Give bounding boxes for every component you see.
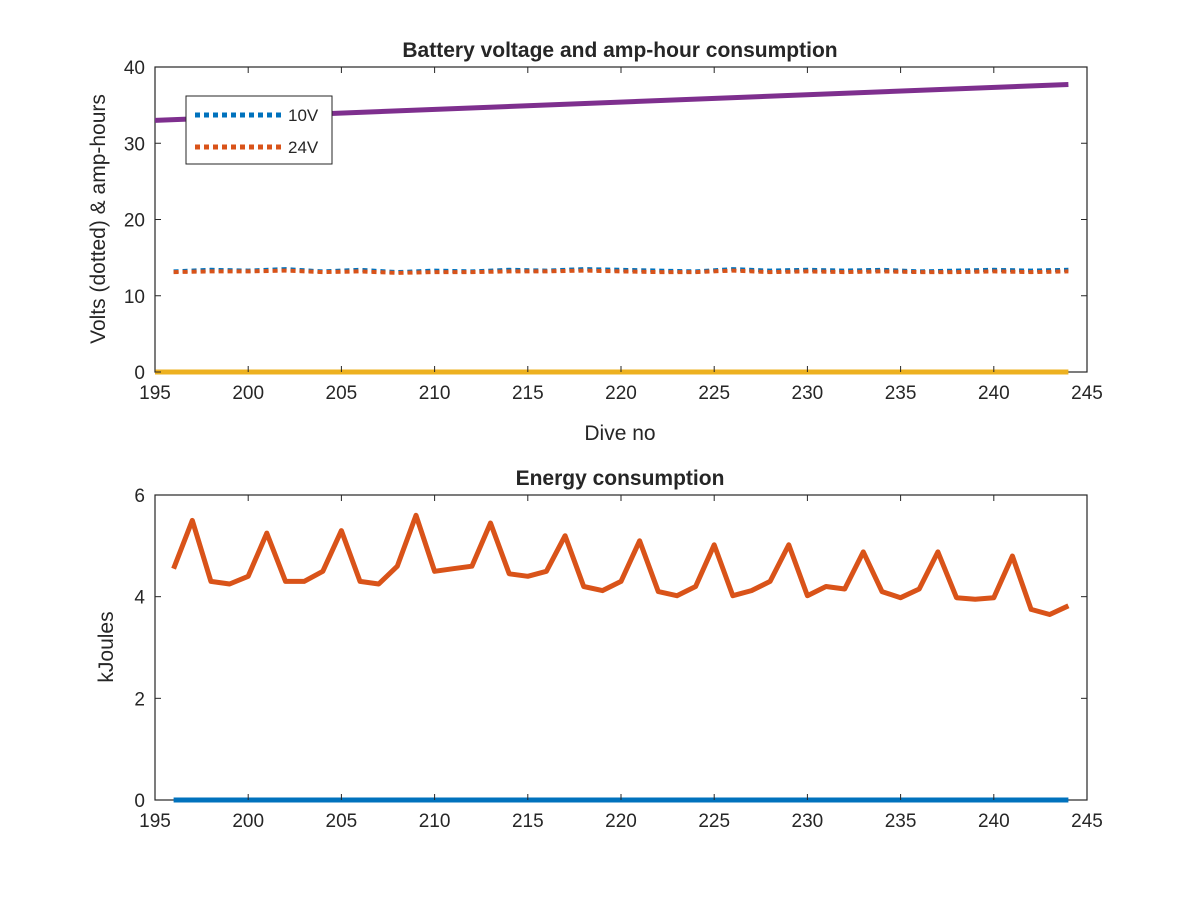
bottom-x-tick-label: 245 <box>1071 811 1103 832</box>
bottom-x-tick-label: 210 <box>419 811 451 832</box>
bottom-chart-title: Energy consumption <box>516 467 725 490</box>
top-legend: 10V 24V <box>185 95 333 165</box>
bottom-x-tick-label: 235 <box>885 811 917 832</box>
top-y-tick-label: 10 <box>124 287 145 308</box>
top-x-tick-label: 200 <box>232 383 264 404</box>
bottom-y-tick-label: 6 <box>134 486 145 507</box>
top-x-tick-label: 225 <box>698 383 730 404</box>
top-y-axis-label: Volts (dotted) & amp-hours <box>87 94 110 344</box>
top-x-tick-label: 195 <box>139 383 171 404</box>
bottom-x-tick-label: 240 <box>978 811 1010 832</box>
top-y-tick-label: 30 <box>124 134 145 155</box>
top-x-tick-label: 235 <box>885 383 917 404</box>
bottom-x-tick-label: 205 <box>326 811 358 832</box>
top-x-tick-label: 220 <box>605 383 637 404</box>
bottom-tick-layer: 195 200 205 210 215 220 225 230 235 240 245 0 2 4 6 <box>134 486 1102 832</box>
top-x-axis-label: Dive no <box>584 422 655 445</box>
bottom-subplot: Energy consumption 195 200 205 210 215 220 225… <box>95 467 1103 832</box>
top-x-tick-label: 230 <box>792 383 824 404</box>
top-y-tick-label: 20 <box>124 211 145 232</box>
bottom-x-tick-label: 215 <box>512 811 544 832</box>
bottom-x-tick-label: 220 <box>605 811 637 832</box>
top-y-tick-label: 0 <box>134 363 145 384</box>
top-x-tick-label: 245 <box>1071 383 1103 404</box>
top-x-tick-label: 210 <box>419 383 451 404</box>
bottom-y-tick-label: 0 <box>134 791 145 812</box>
top-x-tick-label: 240 <box>978 383 1010 404</box>
bottom-axes-box <box>154 494 1088 801</box>
bottom-x-tick-label: 225 <box>698 811 730 832</box>
bottom-x-tick-label: 195 <box>139 811 171 832</box>
legend-label-10v: 10V <box>288 106 319 125</box>
top-subplot: Battery voltage and amp-hour consumption… <box>87 39 1103 445</box>
bottom-series-line-1 <box>171 512 1070 617</box>
top-y-tick-label: 40 <box>124 58 145 79</box>
bottom-x-tick-label: 230 <box>792 811 824 832</box>
bottom-x-tick-label: 200 <box>232 811 264 832</box>
legend-box <box>185 95 333 165</box>
bottom-y-axis-label: kJoules <box>95 611 118 682</box>
top-x-tick-label: 205 <box>326 383 358 404</box>
top-x-tick-label: 215 <box>512 383 544 404</box>
bottom-y-tick-label: 2 <box>134 689 145 710</box>
legend-label-24v: 24V <box>288 138 319 157</box>
bottom-y-tick-label: 4 <box>134 588 145 609</box>
top-chart-title: Battery voltage and amp-hour consumption <box>402 39 837 62</box>
top-tick-layer: 195 200 205 210 215 220 225 230 235 240 245 0 10 20 30… <box>124 58 1103 404</box>
